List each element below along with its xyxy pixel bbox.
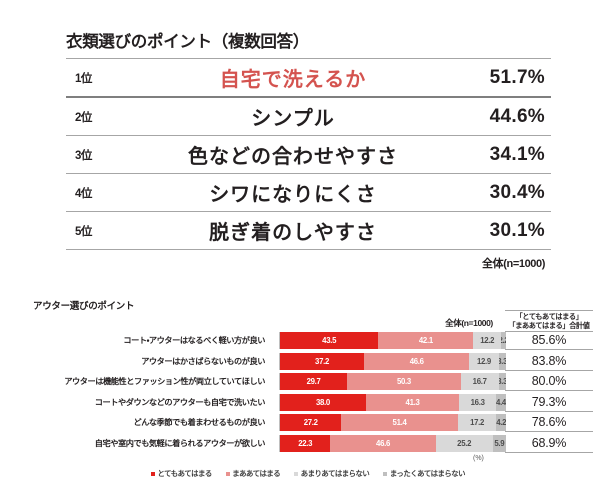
table-row: 4位 シワになりにくさ 30.4% [66,173,551,212]
bar-segment: 16.3 [459,393,497,411]
chart-row: 自宅や室内でも気軽に着られるアウターが欲しい 22.3 46.6 25.2 5.9 68.… [33,434,593,453]
rank-item-name: シワになりにくさ [209,184,377,206]
bar-segment: 29.7 [280,373,348,390]
chart-row-label: コートやダウンなどのアウターも自宅で洗いたい [94,397,266,407]
chart-row: コート・アウターはなるべく軽い方が良い 43.542.112.22.285.6% [33,331,593,350]
chart-sample-size-note: 全体(n=1000) [445,318,493,328]
table-row: 1位 自宅で洗えるか 51.7% [66,58,551,97]
chart-row: コートやダウンなどのアウターも自宅で洗いたい 38.0 41.3 16.3 4.4 79.… [33,393,593,412]
bar-segment: 25.2 [435,434,493,452]
chart-section: アウター選びのポイント 全体(n=1000) 「とてもあてはまる」 「まああては… [33,298,593,479]
bar-segment: 42.1 [378,332,474,349]
rank-label: 5位 [75,225,92,238]
legend-swatch-icon [151,471,155,476]
ranking-section: 衣類選びのポイント（複数回答） 1位 自宅で洗えるか 51.7% 2位 シンプル… [66,28,551,271]
bar-segment: 46.6 [330,434,436,452]
rank-value: 51.7% [489,66,545,88]
axis-row: (%) [33,454,593,466]
bar-segment: 50.3 [347,373,461,390]
table-row: 3位 色などの合わせやすさ 34.1% [66,135,551,174]
legend-label: とてもあてはまる [157,469,213,478]
rank-item-name: 色などの合わせやすさ [188,146,398,168]
rank-label: 1位 [75,72,92,85]
legend-label: まああてはまる [232,469,281,478]
chart-row-label: アウターはかさばらないものが良い [141,356,265,366]
chart-row: アウターは機能性とファッション性が両立していてほしい 29.7 50.3 16.7 3.… [33,372,593,391]
chart-legend: とてもあてはまる まああてはまる あまりあてはまらない まったくあてはまらない [33,468,593,479]
bar-segment: 12.9 [469,352,499,370]
bar-segment: 38.0 [280,393,366,411]
bar-segment: 5.9 [492,434,506,452]
stacked-bar: 43.542.112.22.2 [279,332,506,349]
stacked-bar: 38.0 41.3 16.3 4.4 [279,393,506,411]
legend-item: あまりあてはまらない [294,468,370,479]
stacked-bar: 37.2 46.6 12.9 3.3 [279,352,506,370]
table-row: 2位 シンプル 44.6% [66,97,551,136]
axis-unit-label: (%) [473,455,484,462]
rank-label: 4位 [75,187,92,200]
total-value: 68.9% [505,434,593,453]
rank-value: 30.4% [489,181,545,203]
legend-swatch-icon [294,471,299,476]
chart-rows: コート・アウターはなるべく軽い方が良い 43.542.112.22.285.6% ア… [33,331,593,453]
total-column-header-line1: 「とてもあてはまる」 [515,312,583,321]
total-value: 85.6% [505,331,593,350]
sample-size-note: 全体(n=1000) [482,258,545,270]
bar-segment: 51.4 [341,414,458,431]
bar-segment: 46.6 [364,352,470,370]
total-column-header-line2: 「まああてはまる」合計値 [508,321,590,330]
chart-header: 全体(n=1000) 「とてもあてはまる」 「まああてはまる」合計値 [33,310,593,332]
bar-segment: 37.2 [280,352,365,370]
legend-item: まああてはまる [225,468,281,479]
chart-row-label: アウターは機能性とファッション性が両立していてほしい [64,377,265,386]
bar-segment: 17.2 [457,414,497,431]
bar-segment: 22.3 [280,434,331,452]
chart-row-label: 自宅や室内でも気軽に着られるアウターが欲しい [94,438,266,448]
ranking-table: 1位 自宅で洗えるか 51.7% 2位 シンプル 44.6% 3位 色などの合わ… [66,58,551,250]
chart-row: アウターはかさばらないものが良い 37.2 46.6 12.9 3.3 83.8% [33,352,593,371]
total-value: 79.3% [505,393,593,412]
rank-item-name: 脱ぎ着のしやすさ [209,222,377,244]
total-column-header: 「とてもあてはまる」 「まああてはまる」合計値 [505,310,593,332]
total-value: 80.0% [505,372,593,391]
ranking-title: 衣類選びのポイント（複数回答） [66,33,310,51]
rank-item-name: 自宅で洗えるか [219,69,367,91]
legend-item: まったくあてはまらない [383,468,466,479]
bar-segment: 16.7 [460,373,499,390]
stacked-bar: 22.3 46.6 25.2 5.9 [279,434,506,452]
legend-swatch-icon [383,471,388,476]
bar-segment: 27.2 [280,414,342,431]
chart-row-label: どんな季節でも着まわせるものが良い [133,418,265,427]
legend-item: とてもあてはまる [151,468,212,479]
bar-segment: 4.4 [496,393,506,411]
table-row: 5位 脱ぎ着のしやすさ 30.1% [66,211,551,250]
ranking-table-body: 1位 自宅で洗えるか 51.7% 2位 シンプル 44.6% 3位 色などの合わ… [66,58,551,250]
stacked-bar: 29.7 50.3 16.7 3.3 [279,373,506,390]
total-value: 83.8% [505,352,593,371]
bar-segment: 43.5 [280,332,379,349]
legend-label: まったくあてはまらない [389,469,466,478]
legend-label: あまりあてはまらない [300,469,370,478]
rank-label: 2位 [75,111,92,124]
bar-segment: 12.2 [473,332,501,349]
total-value: 78.6% [505,413,593,432]
bar-segment: 2.2 [501,332,506,349]
rank-item-name: シンプル [251,108,335,130]
chart-row-label: コート・アウターはなるべく軽い方が良い [123,336,265,345]
bar-segment: 3.3 [498,352,506,370]
stacked-bar: 27.2 51.4 17.2 4.2 [279,414,506,431]
chart-title: アウター選びのポイント [33,301,135,312]
bar-segment: 4.2 [496,414,506,431]
rank-label: 3位 [75,149,92,162]
bar-segment: 3.3 [498,373,506,390]
rank-value: 34.1% [489,143,545,165]
rank-value: 44.6% [489,105,545,127]
bar-segment: 41.3 [365,393,460,411]
legend-swatch-icon [225,471,230,476]
chart-row: どんな季節でも着まわせるものが良い 27.2 51.4 17.2 4.2 78.6% [33,413,593,432]
rank-value: 30.1% [489,219,545,241]
